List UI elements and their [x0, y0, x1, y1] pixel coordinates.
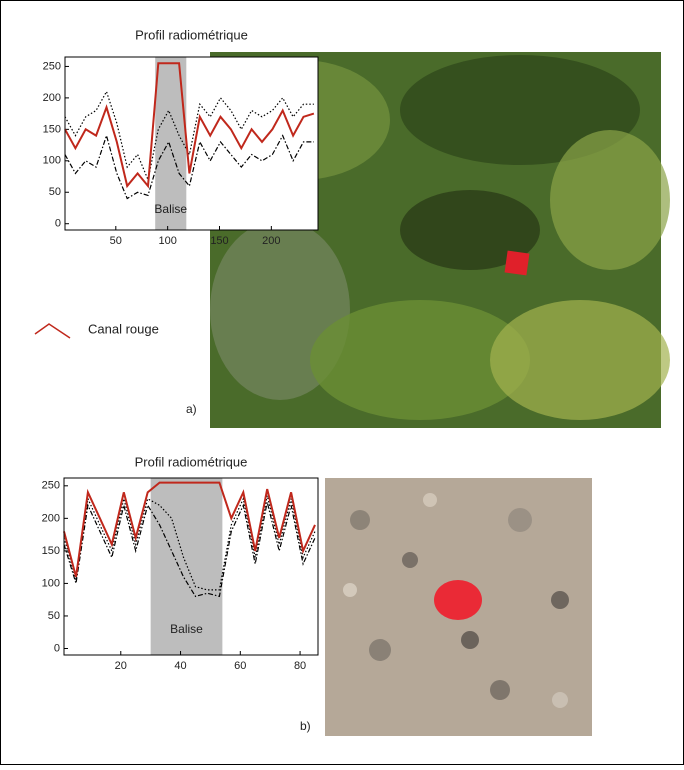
y-tick-label: 100 — [43, 155, 61, 167]
y-tick-label: 200 — [42, 512, 60, 524]
y-tick-label: 250 — [43, 60, 61, 72]
marker-band — [150, 478, 223, 655]
x-tick-label: 60 — [234, 660, 246, 672]
x-tick-label: 200 — [262, 235, 280, 247]
legend-swatch — [34, 323, 71, 339]
y-tick-label: 150 — [42, 545, 60, 557]
y-tick-label: 100 — [42, 577, 60, 589]
plot-frame — [64, 56, 319, 231]
series-line — [63, 501, 316, 598]
x-tick-label: 50 — [110, 235, 122, 247]
plot-background — [65, 57, 318, 230]
x-tick-label: 20 — [115, 660, 127, 672]
chart-title: Profil radiométrique — [135, 454, 248, 469]
plot-frame — [63, 477, 319, 656]
x-tick-label: 80 — [294, 660, 306, 672]
photo-vegetation — [210, 52, 670, 428]
series-line — [64, 62, 315, 189]
series-line — [63, 495, 316, 591]
marker-band-label: Balise — [170, 622, 203, 636]
series-line — [63, 481, 316, 578]
legend-label: Canal rouge — [88, 321, 159, 336]
y-tick-label: 50 — [49, 186, 61, 198]
x-tick-label: 150 — [210, 235, 228, 247]
series-line — [64, 133, 314, 200]
panel-label: b) — [300, 719, 311, 733]
x-tick-label: 40 — [174, 660, 186, 672]
panel-label: a) — [186, 402, 197, 416]
chart-title: Profil radiométrique — [135, 27, 248, 42]
y-tick-label: 250 — [42, 480, 60, 492]
photo-gravel — [325, 478, 592, 736]
y-tick-label: 0 — [55, 218, 61, 230]
y-tick-label: 50 — [48, 610, 60, 622]
x-tick-label: 100 — [158, 235, 176, 247]
y-tick-label: 0 — [54, 642, 60, 654]
y-tick-label: 200 — [43, 92, 61, 104]
y-tick-label: 150 — [43, 123, 61, 135]
marker-band-label: Balise — [154, 202, 187, 216]
